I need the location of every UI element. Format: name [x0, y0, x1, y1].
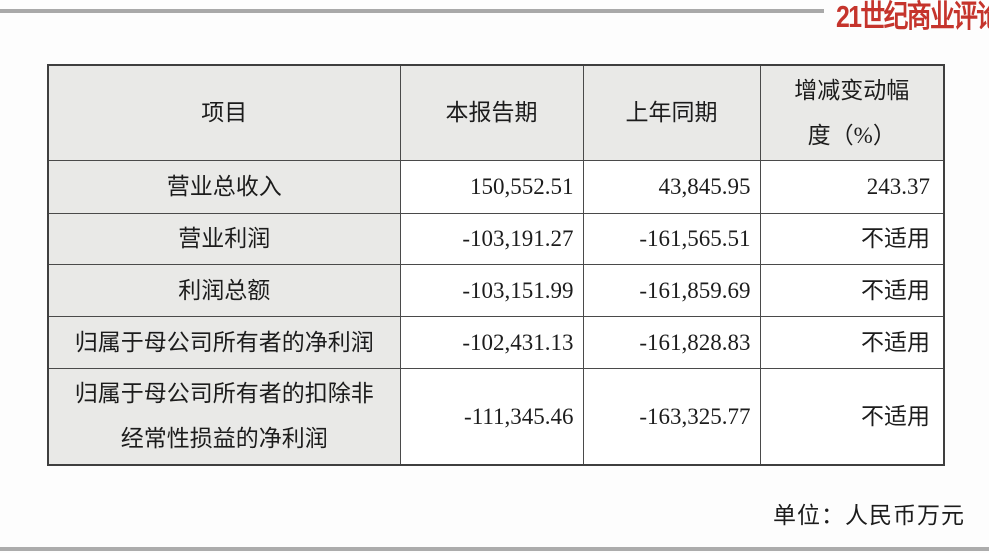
- financial-table: 项目 本报告期 上年同期 增减变动幅度（%） 营业总收入 150,552.51 …: [47, 64, 945, 466]
- header-cell-item: 项目: [47, 64, 401, 161]
- header-cell-prior-period: 上年同期: [582, 64, 761, 161]
- item-cell: 利润总额: [47, 263, 401, 317]
- table-header-row: 项目 本报告期 上年同期 增减变动幅度（%）: [47, 64, 945, 161]
- current-period-cell: 150,552.51: [399, 159, 584, 214]
- change-pct-cell: 不适用: [759, 367, 945, 466]
- header-cell-change-pct: 增减变动幅度（%）: [759, 64, 945, 161]
- bottom-divider-line: [0, 547, 989, 551]
- brand-logo: 21世纪商业评论: [836, 0, 989, 34]
- table-row: 归属于母公司所有者的净利润 -102,431.13 -161,828.83 不适…: [47, 315, 945, 369]
- top-divider-line: [0, 9, 824, 13]
- change-pct-cell: 不适用: [759, 212, 945, 265]
- prior-period-cell: 43,845.95: [582, 159, 761, 214]
- prior-period-cell: -161,859.69: [582, 263, 761, 317]
- item-cell: 归属于母公司所有者的净利润: [47, 315, 401, 369]
- change-pct-cell: 不适用: [759, 315, 945, 369]
- change-pct-cell: 243.37: [759, 159, 945, 214]
- item-cell: 归属于母公司所有者的扣除非经常性损益的净利润: [47, 367, 401, 466]
- change-pct-cell: 不适用: [759, 263, 945, 317]
- item-cell: 营业利润: [47, 212, 401, 265]
- current-period-cell: -103,191.27: [399, 212, 584, 265]
- unit-note: 单位：人民币万元: [773, 503, 965, 528]
- table-row: 营业总收入 150,552.51 43,845.95 243.37: [47, 159, 945, 214]
- prior-period-cell: -163,325.77: [582, 367, 761, 466]
- header-change-pct-label: 增减变动幅度（%）: [794, 77, 910, 148]
- header-cell-current-period: 本报告期: [399, 64, 584, 161]
- prior-period-cell: -161,828.83: [582, 315, 761, 369]
- table-row: 营业利润 -103,191.27 -161,565.51 不适用: [47, 212, 945, 265]
- current-period-cell: -102,431.13: [399, 315, 584, 369]
- current-period-cell: -111,345.46: [399, 367, 584, 466]
- table-row: 归属于母公司所有者的扣除非经常性损益的净利润 -111,345.46 -163,…: [47, 367, 945, 466]
- item-cell: 营业总收入: [47, 159, 401, 214]
- prior-period-cell: -161,565.51: [582, 212, 761, 265]
- table-row: 利润总额 -103,151.99 -161,859.69 不适用: [47, 263, 945, 317]
- item-cell-wrapped-label: 归属于母公司所有者的扣除非经常性损益的净利润: [74, 381, 374, 452]
- current-period-cell: -103,151.99: [399, 263, 584, 317]
